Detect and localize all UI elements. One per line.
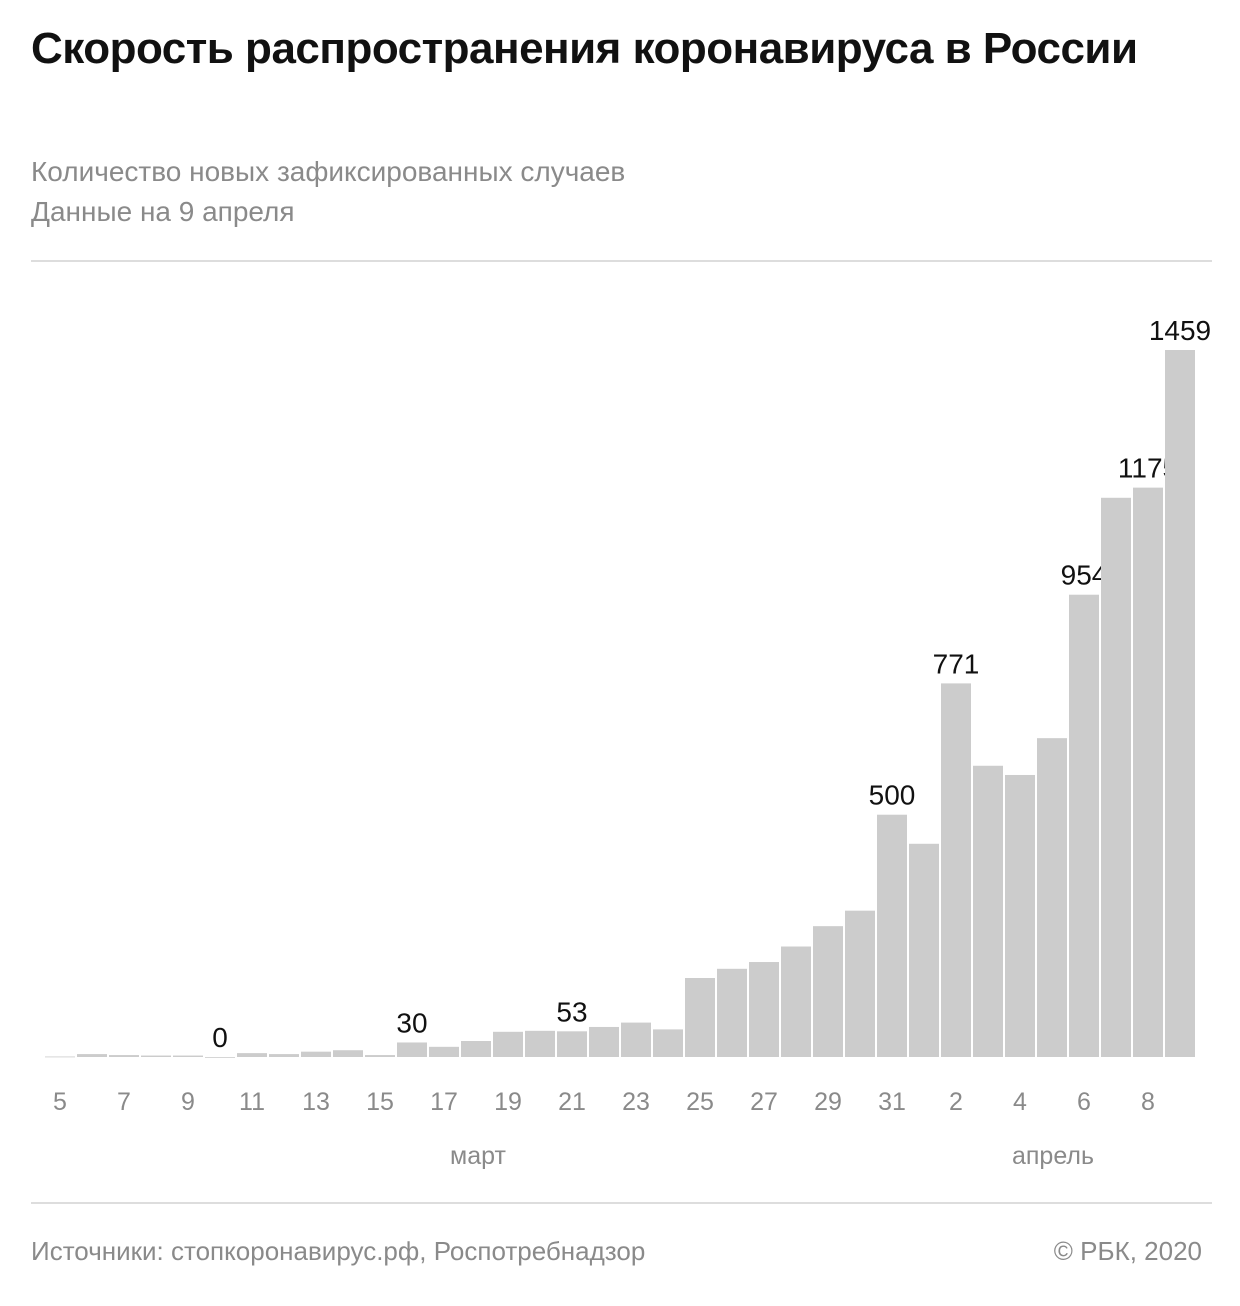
x-tick-label: 5 bbox=[53, 1088, 67, 1116]
x-tick-label: 6 bbox=[1077, 1088, 1091, 1116]
x-tick-label: 2 bbox=[949, 1088, 963, 1116]
x-tick-label: 15 bbox=[366, 1088, 394, 1116]
subtitle-date: Данные на 9 апреля bbox=[31, 196, 295, 227]
x-tick-label: 25 bbox=[686, 1088, 714, 1116]
bar bbox=[333, 1050, 363, 1057]
source-text: Источники: стопкоронавирус.рф, Роспотреб… bbox=[31, 1236, 646, 1266]
x-tick-label: 8 bbox=[1141, 1088, 1155, 1116]
copyright-text: © РБК, 2020 bbox=[1053, 1236, 1202, 1266]
bar bbox=[301, 1051, 331, 1057]
x-tick-label: 27 bbox=[750, 1088, 778, 1116]
data-label: 53 bbox=[556, 996, 587, 1027]
data-label: 771 bbox=[933, 648, 980, 679]
data-label: 500 bbox=[869, 780, 916, 811]
bar bbox=[749, 962, 779, 1057]
x-tick-label: 23 bbox=[622, 1088, 650, 1116]
bar bbox=[1165, 350, 1195, 1057]
bar bbox=[1069, 594, 1099, 1057]
bar bbox=[909, 843, 939, 1057]
bar bbox=[237, 1053, 267, 1057]
bar bbox=[813, 926, 843, 1057]
x-tick-label: 7 bbox=[117, 1088, 131, 1116]
x-tick-label: 17 bbox=[430, 1088, 458, 1116]
subtitle: Количество новых зафиксированных случаев… bbox=[31, 152, 625, 232]
bar bbox=[1037, 738, 1067, 1057]
bar bbox=[77, 1054, 107, 1057]
bar bbox=[45, 1056, 75, 1058]
bar bbox=[685, 978, 715, 1057]
bar bbox=[973, 765, 1003, 1057]
bar bbox=[525, 1030, 555, 1057]
page-title: Скорость распространения коронавируса в … bbox=[31, 24, 1138, 73]
bar bbox=[397, 1042, 427, 1057]
bar bbox=[493, 1031, 523, 1057]
bar bbox=[269, 1054, 299, 1057]
bar bbox=[205, 1057, 235, 1058]
bar bbox=[1005, 774, 1035, 1057]
bar bbox=[717, 968, 747, 1057]
month-label: март bbox=[450, 1142, 506, 1170]
bar bbox=[557, 1031, 587, 1057]
bar bbox=[589, 1026, 619, 1057]
subtitle-line: Количество новых зафиксированных случаев bbox=[31, 156, 626, 187]
bar bbox=[653, 1029, 683, 1057]
bar bbox=[429, 1046, 459, 1057]
bar bbox=[173, 1055, 203, 1057]
x-tick-label: 4 bbox=[1013, 1088, 1027, 1116]
x-tick-label: 31 bbox=[878, 1088, 906, 1116]
x-tick-label: 9 bbox=[181, 1088, 195, 1116]
bar bbox=[845, 910, 875, 1057]
x-tick-label: 21 bbox=[558, 1088, 586, 1116]
x-tick-label: 19 bbox=[494, 1088, 522, 1116]
bar bbox=[109, 1055, 139, 1057]
bar bbox=[461, 1041, 491, 1057]
data-label: 0 bbox=[212, 1022, 228, 1053]
x-tick-label: 13 bbox=[302, 1088, 330, 1116]
data-label: 30 bbox=[396, 1007, 427, 1038]
data-label: 1459 bbox=[1149, 315, 1211, 346]
bar bbox=[621, 1022, 651, 1057]
bar bbox=[877, 814, 907, 1057]
x-tick-label: 29 bbox=[814, 1088, 842, 1116]
bar bbox=[1133, 487, 1163, 1057]
bar bbox=[365, 1055, 395, 1057]
bar bbox=[781, 946, 811, 1057]
top-divider bbox=[31, 260, 1212, 262]
x-tick-label: 11 bbox=[239, 1088, 265, 1116]
bottom-divider bbox=[31, 1202, 1212, 1204]
month-label: апрель bbox=[1012, 1142, 1094, 1170]
bar bbox=[141, 1055, 171, 1057]
bar bbox=[941, 683, 971, 1057]
data-label: 954 bbox=[1061, 560, 1108, 591]
bar bbox=[1101, 497, 1131, 1057]
